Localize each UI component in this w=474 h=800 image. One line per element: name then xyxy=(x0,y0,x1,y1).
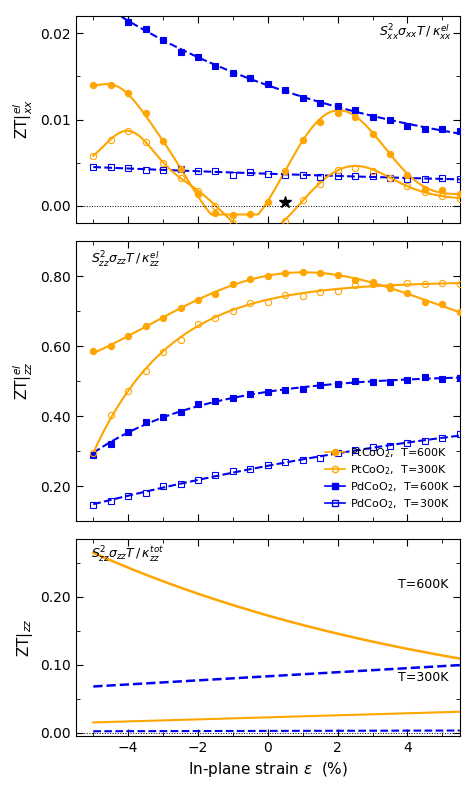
Y-axis label: ZT|$^{el}_{xx}$: ZT|$^{el}_{xx}$ xyxy=(11,100,35,139)
Legend: PtCoO$_2$,  T=600K, PtCoO$_2$,  T=300K, PdCoO$_2$,  T=600K, PdCoO$_2$,  T=300K: PtCoO$_2$, T=600K, PtCoO$_2$, T=300K, Pd… xyxy=(321,442,454,515)
Text: T=300K: T=300K xyxy=(398,671,448,684)
Text: $S^2_{zz}\sigma_{zz}T\,/\,\kappa^{el}_{zz}$: $S^2_{zz}\sigma_{zz}T\,/\,\kappa^{el}_{z… xyxy=(91,250,161,269)
Y-axis label: ZT|$_{zz}$: ZT|$_{zz}$ xyxy=(15,618,35,657)
X-axis label: In-plane strain $\varepsilon$  (%): In-plane strain $\varepsilon$ (%) xyxy=(188,761,348,779)
Text: $S^2_{xx}\sigma_{xx}T\,/\,\kappa^{el}_{xx}$: $S^2_{xx}\sigma_{xx}T\,/\,\kappa^{el}_{x… xyxy=(379,22,452,42)
Y-axis label: ZT|$^{el}_{zz}$: ZT|$^{el}_{zz}$ xyxy=(11,362,35,400)
Text: T=600K: T=600K xyxy=(398,578,448,591)
Text: $S^2_{zz}\sigma_{zz}T\,/\,\kappa^{tot}_{zz}$: $S^2_{zz}\sigma_{zz}T\,/\,\kappa^{tot}_{… xyxy=(91,545,164,566)
